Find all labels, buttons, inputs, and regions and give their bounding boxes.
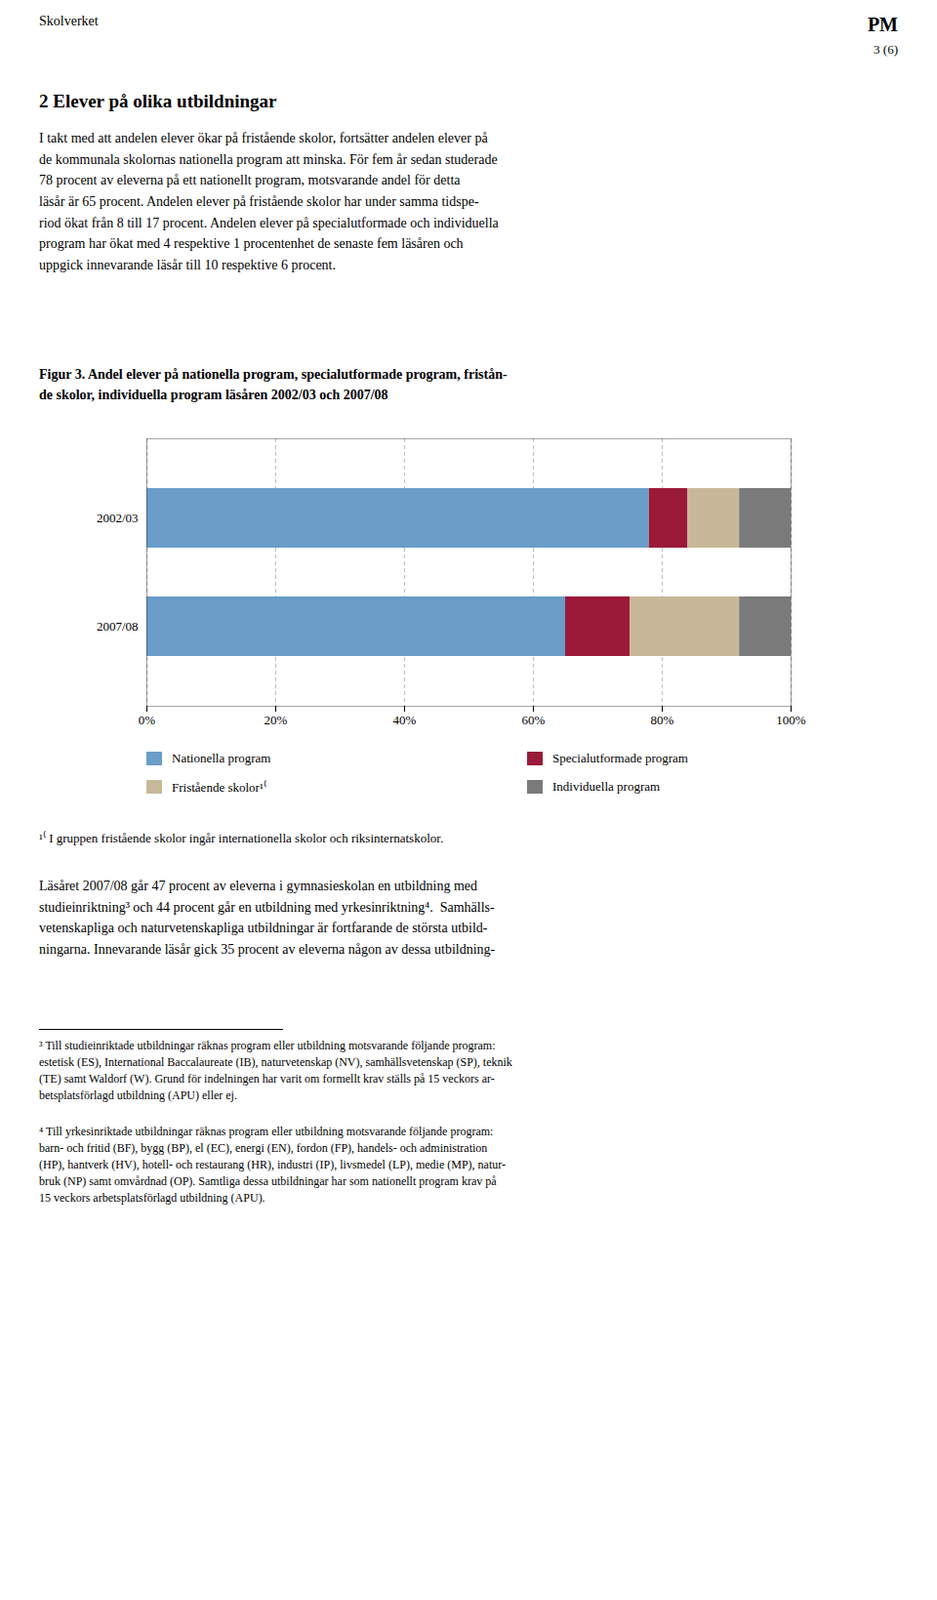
svg-text:40%: 40% [393, 712, 417, 728]
svg-text:60%: 60% [522, 712, 546, 728]
svg-text:2007/08: 2007/08 [96, 618, 139, 634]
svg-text:80%: 80% [651, 712, 675, 728]
html-text:Specialutformade program: Specialutformade program [552, 750, 689, 766]
html-text:³ Till studieinriktade utbildn: ³ Till studieinriktade utbildningar räkn… [39, 1038, 513, 1102]
svg-text:100%: 100% [775, 712, 807, 728]
html-text:Figur 3. Andel elever på natio: Figur 3. Andel elever på nationella prog… [39, 366, 508, 402]
html-text:¹⁽ I gruppen fristående skolor: ¹⁽ I gruppen fristående skolor ingår int… [39, 830, 444, 846]
html-text:Skolverket: Skolverket [39, 13, 99, 29]
html-text:Nationella program: Nationella program [171, 750, 271, 766]
html-text:Individuella program: Individuella program [552, 778, 660, 794]
html-text:PM: PM [867, 13, 898, 36]
html-text:3 (6): 3 (6) [873, 41, 898, 57]
svg-text:0%: 0% [138, 712, 157, 728]
html-text:2 Elever på olika utbildningar: 2 Elever på olika utbildningar [39, 90, 277, 112]
html-text:I takt med att andelen elever: I takt med att andelen elever ökar på fr… [39, 130, 499, 273]
html-text:Fristående skolor¹⁽: Fristående skolor¹⁽ [171, 779, 267, 795]
html-text:⁴ Till yrkesinriktade utbildni: ⁴ Till yrkesinriktade utbildningar räkna… [39, 1124, 506, 1205]
html-text:Läsåret 2007/08 går 47 procent: Läsåret 2007/08 går 47 procent av elever… [39, 878, 496, 957]
svg-text:20%: 20% [264, 712, 288, 728]
svg-text:2002/03: 2002/03 [96, 510, 139, 526]
